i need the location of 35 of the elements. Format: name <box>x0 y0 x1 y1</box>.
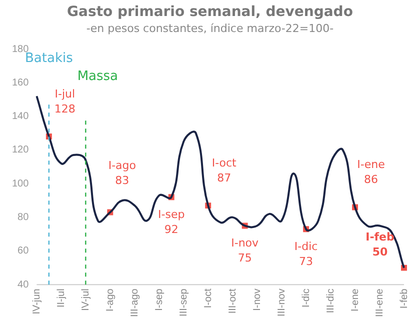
data-label: I-ene 86 <box>357 158 386 186</box>
x-tick-label: IV-jun <box>31 288 42 314</box>
y-tick-label: 80 <box>18 212 30 224</box>
data-label: I-sep 92 <box>158 208 185 236</box>
y-tick-label: 40 <box>18 279 30 290</box>
x-tick-label: I-ene <box>350 288 361 312</box>
y-tick-label: 160 <box>12 77 30 88</box>
x-tick-label: IV-jul <box>80 288 92 311</box>
x-tick-label: II-jul <box>56 288 67 308</box>
annotation: Batakis <box>24 50 74 66</box>
x-tick-label: III-oct <box>227 288 238 314</box>
x-tick-label: III-sep <box>178 288 190 316</box>
x-tick-label: I-dic <box>300 288 312 308</box>
data-label: I-nov 75 <box>231 236 260 265</box>
ref-line-label: Massa <box>77 68 118 84</box>
x-tick-label: III-nov <box>276 288 288 316</box>
x-tick-label: I-sep <box>154 288 165 311</box>
data-label: I-ago 83 <box>108 159 136 188</box>
chart-title: Gasto primario semanal, devengado <box>66 4 354 20</box>
x-tick-label: III-ene <box>374 288 386 318</box>
x-tick-label: III-dic <box>325 288 336 314</box>
y-tick-label: 140 <box>12 111 30 122</box>
chart-subtitle: -en pesos constantes, índice marzo-22=100- <box>85 22 335 35</box>
y-tick-label: 60 <box>18 246 30 257</box>
x-tick-label: I-oct <box>202 288 214 308</box>
x-tick-label: I-ago <box>104 288 116 312</box>
x-tick-label: III-ago <box>129 288 140 318</box>
data-label: I-dic 73 <box>294 240 318 268</box>
x-tick-label: I-nov <box>252 288 263 311</box>
y-tick-label: 100 <box>12 178 30 190</box>
data-label: I-jul 128 <box>54 87 76 116</box>
data-label: I-oct 87 <box>212 156 238 184</box>
x-tick-label: I-feb <box>398 288 410 309</box>
data-label: I-feb 50 <box>366 230 395 259</box>
y-tick-label: 120 <box>12 144 30 156</box>
